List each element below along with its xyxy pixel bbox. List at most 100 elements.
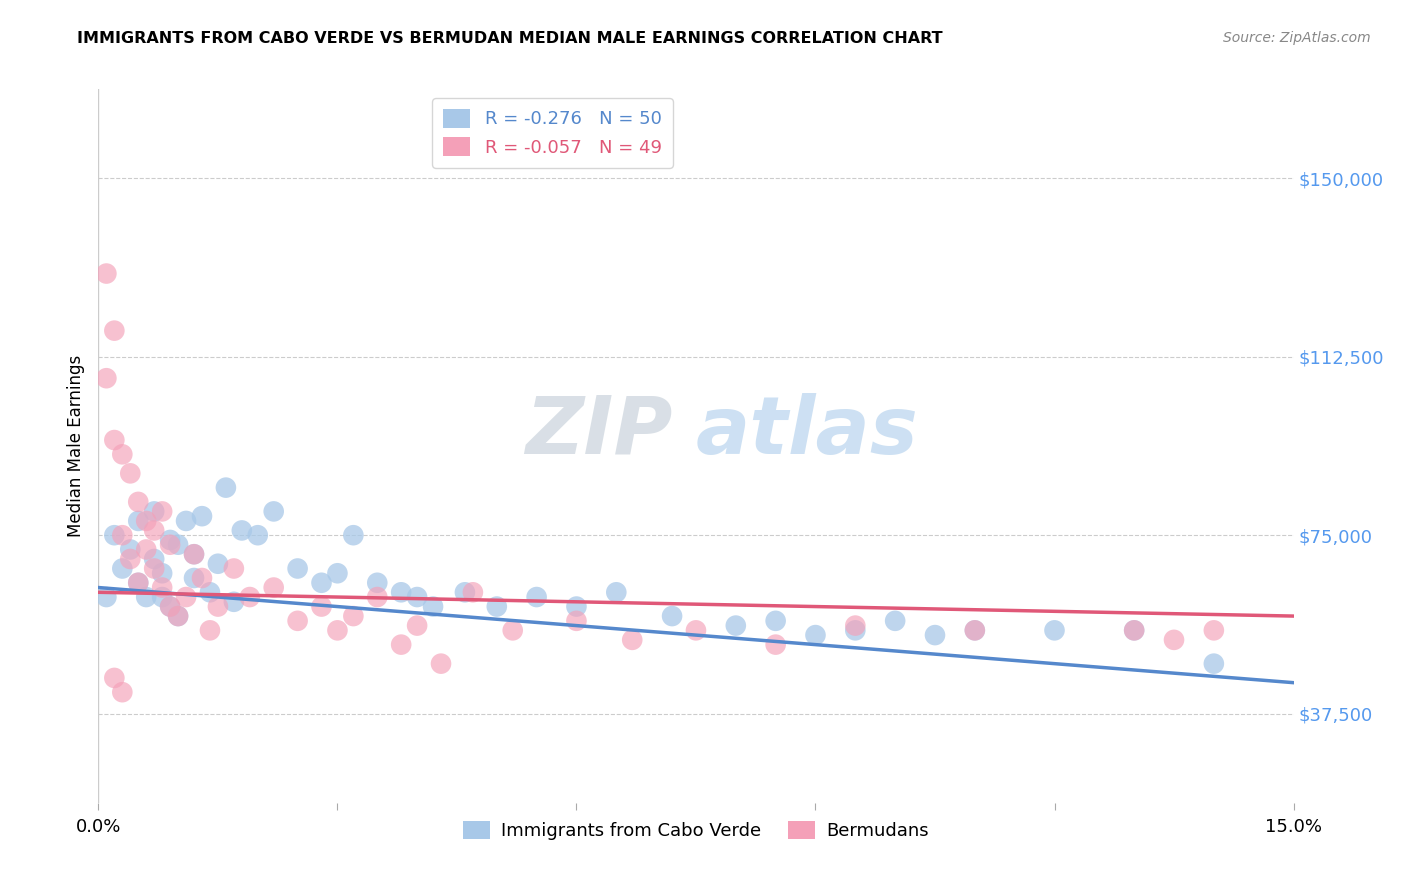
Point: [366, 575, 388, 590]
Point: [96, 842, 118, 856]
Point: [342, 528, 364, 542]
Point: [406, 618, 429, 632]
Point: [565, 599, 588, 614]
Text: ZIP: ZIP: [524, 392, 672, 471]
Point: [96, 590, 118, 604]
Point: [150, 581, 173, 595]
Point: [222, 595, 245, 609]
Point: [143, 552, 166, 566]
Point: [389, 638, 412, 652]
Point: [111, 447, 134, 461]
Point: [143, 561, 166, 575]
Text: IMMIGRANTS FROM CABO VERDE VS BERMUDAN MEDIAN MALE EARNINGS CORRELATION CHART: IMMIGRANTS FROM CABO VERDE VS BERMUDAN M…: [77, 31, 943, 46]
Point: [366, 590, 388, 604]
Point: [239, 590, 262, 604]
Point: [111, 685, 134, 699]
Point: [150, 590, 173, 604]
Point: [287, 614, 309, 628]
Point: [150, 504, 173, 518]
Y-axis label: Median Male Earnings: Median Male Earnings: [67, 355, 86, 537]
Point: [485, 599, 508, 614]
Point: [246, 528, 269, 542]
Point: [326, 566, 349, 581]
Point: [174, 590, 197, 604]
Point: [263, 504, 285, 518]
Point: [103, 671, 125, 685]
Point: [1123, 624, 1146, 638]
Point: [127, 575, 149, 590]
Point: [565, 614, 588, 628]
Point: [103, 324, 125, 338]
Point: [103, 528, 125, 542]
Point: [389, 585, 412, 599]
Point: [765, 638, 787, 652]
Point: [207, 599, 229, 614]
Point: [150, 566, 173, 581]
Point: [174, 514, 197, 528]
Point: [198, 585, 221, 599]
Point: [207, 557, 229, 571]
Point: [884, 614, 907, 628]
Point: [454, 585, 477, 599]
Point: [311, 599, 333, 614]
Point: [103, 433, 125, 447]
Point: [963, 624, 986, 638]
Point: [111, 528, 134, 542]
Point: [222, 561, 245, 575]
Text: atlas: atlas: [696, 392, 918, 471]
Point: [143, 504, 166, 518]
Point: [167, 538, 190, 552]
Point: [120, 542, 142, 557]
Point: [96, 267, 118, 281]
Point: [287, 561, 309, 575]
Point: [159, 599, 181, 614]
Point: [1202, 657, 1225, 671]
Point: [311, 575, 333, 590]
Point: [326, 624, 349, 638]
Point: [502, 624, 524, 638]
Point: [661, 609, 683, 624]
Point: [120, 467, 142, 481]
Point: [135, 514, 157, 528]
Point: [167, 609, 190, 624]
Point: [1123, 624, 1146, 638]
Legend: Immigrants from Cabo Verde, Bermudans: Immigrants from Cabo Verde, Bermudans: [456, 814, 936, 847]
Point: [342, 609, 364, 624]
Point: [159, 599, 181, 614]
Point: [526, 590, 548, 604]
Point: [127, 495, 149, 509]
Point: [127, 575, 149, 590]
Point: [167, 609, 190, 624]
Point: [183, 571, 205, 585]
Point: [191, 509, 214, 524]
Point: [685, 624, 707, 638]
Point: [127, 514, 149, 528]
Point: [422, 599, 444, 614]
Point: [605, 585, 627, 599]
Point: [263, 581, 285, 595]
Point: [135, 542, 157, 557]
Point: [963, 624, 986, 638]
Text: Source: ZipAtlas.com: Source: ZipAtlas.com: [1223, 31, 1371, 45]
Point: [231, 524, 253, 538]
Point: [844, 618, 866, 632]
Point: [1043, 624, 1066, 638]
Point: [159, 533, 181, 547]
Point: [406, 590, 429, 604]
Point: [461, 585, 484, 599]
Point: [183, 547, 205, 561]
Point: [111, 561, 134, 575]
Point: [215, 481, 238, 495]
Point: [191, 571, 214, 585]
Point: [120, 552, 142, 566]
Point: [844, 624, 866, 638]
Point: [135, 590, 157, 604]
Point: [924, 628, 946, 642]
Point: [96, 371, 118, 385]
Point: [198, 624, 221, 638]
Point: [804, 628, 827, 642]
Point: [430, 657, 453, 671]
Point: [159, 538, 181, 552]
Point: [724, 618, 747, 632]
Point: [621, 632, 644, 647]
